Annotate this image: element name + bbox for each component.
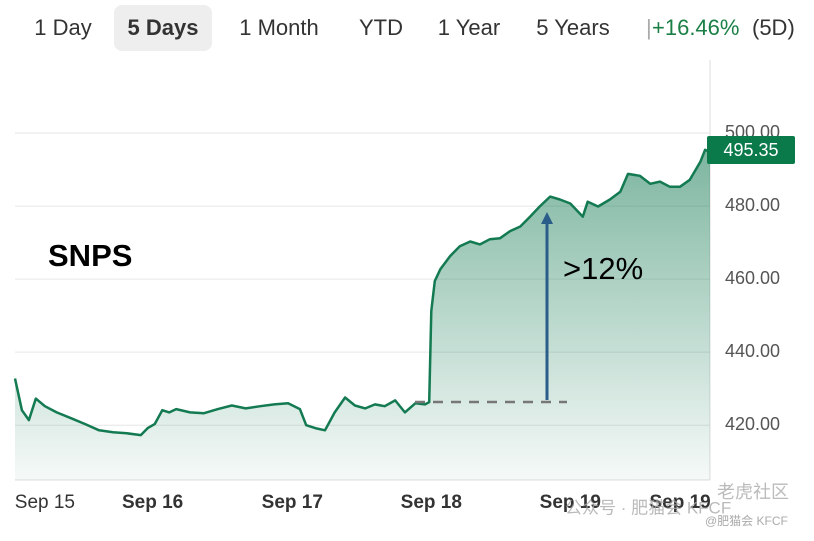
change: +16.46%	[652, 15, 739, 40]
separator: |	[646, 15, 652, 40]
x-tick-label: Sep 16	[122, 492, 183, 513]
watermark: @肥猫会 KFCF	[705, 514, 788, 528]
tab-selected-bg	[114, 5, 212, 51]
arrow-head	[541, 212, 553, 224]
tab[interactable]: 1 Month	[239, 15, 319, 40]
x-tick-label: Sep 17	[262, 492, 323, 513]
tab[interactable]: 5 Years	[536, 15, 609, 40]
price-line	[13, 148, 711, 437]
tab[interactable]: 5 Days	[128, 15, 199, 40]
y-tick-label: 480.00	[725, 195, 780, 215]
y-tick-label: 440.00	[725, 341, 780, 361]
period: (5D)	[752, 15, 795, 40]
tab[interactable]: 1 Day	[34, 15, 91, 40]
y-tick-label: 420.00	[725, 414, 780, 434]
x-tick-label: Sep 19	[540, 492, 601, 513]
area	[15, 149, 710, 481]
x-tick-label: Sep 19	[649, 492, 710, 513]
watermark: 公众号 · 肥猫会 KFCF	[565, 498, 731, 517]
x-tick-label: Sep 18	[401, 492, 462, 513]
price-badge	[707, 136, 795, 165]
tab[interactable]: YTD	[359, 15, 403, 40]
annotation: >12%	[563, 251, 643, 286]
y-tick-label: 460.00	[725, 268, 780, 288]
x-tick-label: Sep 15	[15, 492, 75, 513]
price-badge-label: 495.35	[723, 140, 778, 160]
ticker: SNPS	[48, 238, 132, 273]
watermark: 老虎社区	[717, 482, 789, 502]
tab[interactable]: 1 Year	[438, 15, 500, 40]
